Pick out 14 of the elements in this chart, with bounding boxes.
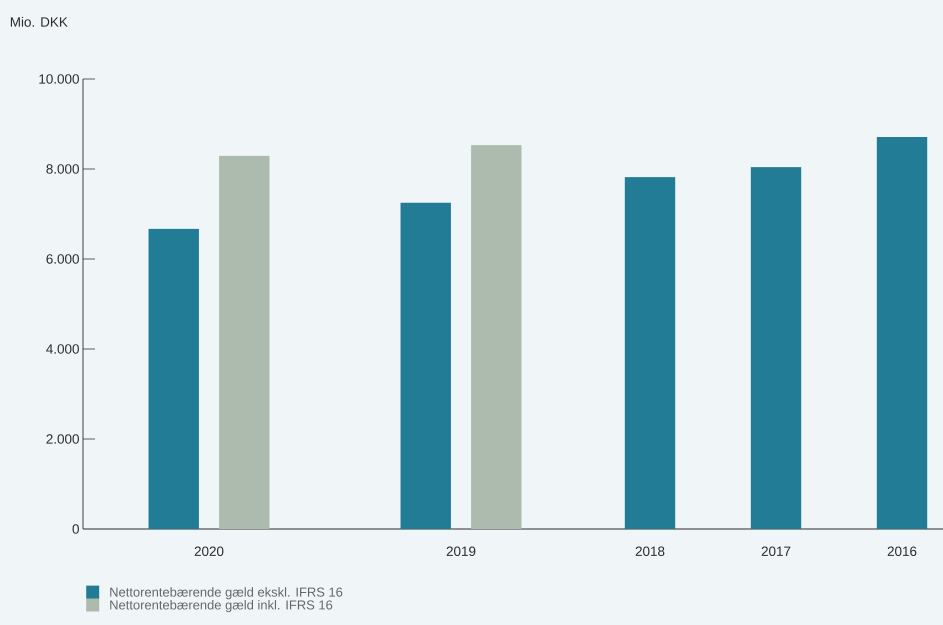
y-tick-label: 10.000 bbox=[39, 74, 79, 84]
y-tick-label: 4.000 bbox=[46, 344, 79, 354]
y-tick-label: 2.000 bbox=[46, 434, 79, 444]
y-tick-label: 0 bbox=[72, 524, 79, 534]
y-tick-label: 8.000 bbox=[46, 164, 79, 174]
legend-label: Nettorentebærende gæld ekskl. IFRS 16 bbox=[110, 587, 342, 600]
x-tick-label: 2018 bbox=[636, 546, 664, 556]
x-tick-label: 2017 bbox=[762, 546, 790, 556]
x-tick-label: 2019 bbox=[446, 546, 476, 556]
y-tick-label: 6.000 bbox=[46, 254, 79, 264]
x-tick-label: 2020 bbox=[194, 546, 224, 556]
y-axis-title: Mio. DKK bbox=[10, 16, 68, 27]
legend-label: Nettorentebærende gæld inkl. IFRS 16 bbox=[110, 600, 332, 612]
x-tick-label: 2016 bbox=[888, 546, 916, 556]
